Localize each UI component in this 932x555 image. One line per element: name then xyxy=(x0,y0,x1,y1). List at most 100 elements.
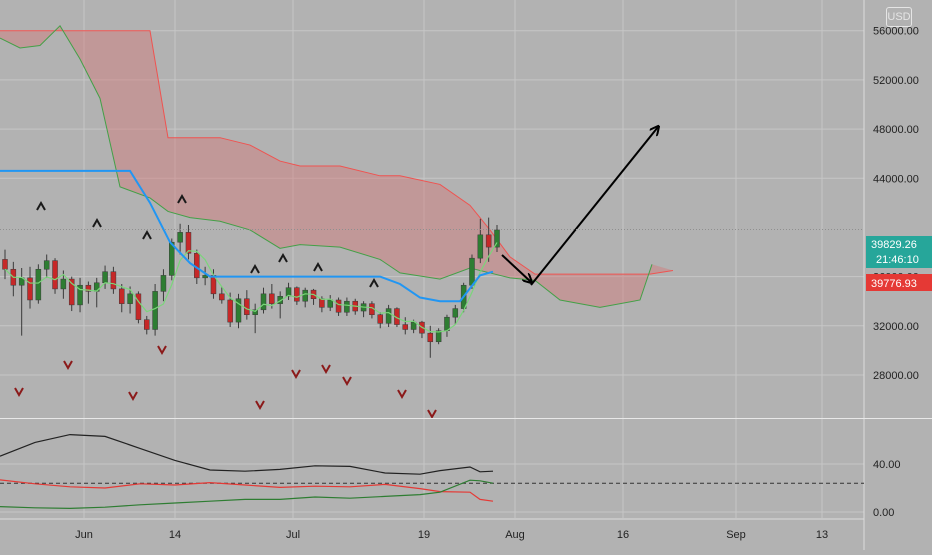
candle-body[interactable] xyxy=(144,319,150,330)
candle-body[interactable] xyxy=(68,278,75,306)
candle-body[interactable] xyxy=(377,314,384,324)
candle[interactable] xyxy=(494,224,500,253)
sell-signal-icon xyxy=(157,345,167,356)
candle[interactable] xyxy=(402,317,409,335)
candle[interactable] xyxy=(269,283,275,309)
candle[interactable] xyxy=(385,304,392,328)
candle-body[interactable] xyxy=(202,275,208,279)
candle-body[interactable] xyxy=(344,300,350,313)
candle[interactable] xyxy=(485,217,492,262)
lower-indicator-line xyxy=(0,479,494,502)
candle[interactable] xyxy=(127,286,133,314)
sell-signal-icon xyxy=(63,360,73,371)
candle-body[interactable] xyxy=(252,309,258,315)
candle[interactable] xyxy=(43,254,50,278)
buy-signal-icon xyxy=(92,217,102,228)
candle-body[interactable] xyxy=(43,260,50,270)
candle-body[interactable] xyxy=(285,287,292,297)
candle-body[interactable] xyxy=(118,288,125,304)
candle[interactable] xyxy=(202,266,208,286)
candle[interactable] xyxy=(110,266,117,294)
candle[interactable] xyxy=(185,224,192,260)
candle-body[interactable] xyxy=(127,293,133,304)
candle[interactable] xyxy=(435,328,442,345)
candle-body[interactable] xyxy=(260,293,267,311)
candle[interactable] xyxy=(52,258,58,294)
candle-body[interactable] xyxy=(385,308,392,324)
projection-arrow-up[interactable] xyxy=(530,127,658,286)
candle-body[interactable] xyxy=(152,291,158,330)
candle-body[interactable] xyxy=(135,293,142,320)
lower-indicator-pane xyxy=(0,433,864,510)
candle-body[interactable] xyxy=(60,278,67,290)
candle-body[interactable] xyxy=(160,275,167,292)
candle-body[interactable] xyxy=(227,299,233,323)
candle-body[interactable] xyxy=(335,299,342,313)
candle-body[interactable] xyxy=(410,321,417,330)
candle[interactable] xyxy=(260,287,267,314)
candle-body[interactable] xyxy=(269,293,275,304)
candle-body[interactable] xyxy=(477,234,484,259)
candle-body[interactable] xyxy=(485,234,492,248)
candle-body[interactable] xyxy=(302,289,308,302)
candles[interactable] xyxy=(2,217,500,358)
candle-body[interactable] xyxy=(294,287,300,302)
candle[interactable] xyxy=(160,269,167,302)
candle[interactable] xyxy=(135,291,142,324)
candle[interactable] xyxy=(477,218,484,264)
candle-body[interactable] xyxy=(52,260,58,290)
candle-body[interactable] xyxy=(110,271,117,290)
projection-arrows[interactable] xyxy=(501,127,658,286)
candle-body[interactable] xyxy=(102,271,108,284)
currency-button[interactable]: USD xyxy=(886,7,912,27)
projection-arrow-down[interactable] xyxy=(501,254,531,282)
candle-body[interactable] xyxy=(2,259,8,270)
candle[interactable] xyxy=(285,282,292,300)
candle[interactable] xyxy=(277,291,283,319)
candle-body[interactable] xyxy=(277,296,283,304)
candle-body[interactable] xyxy=(427,332,434,343)
candle-body[interactable] xyxy=(452,308,459,318)
candle-body[interactable] xyxy=(494,229,500,248)
candle-body[interactable] xyxy=(77,284,83,306)
x-tick-label: 13 xyxy=(816,529,828,541)
candle-body[interactable] xyxy=(235,298,242,323)
candle-body[interactable] xyxy=(244,298,250,315)
candle-body[interactable] xyxy=(435,330,442,343)
countdown-text: 21:46:10 xyxy=(876,254,919,266)
candle-body[interactable] xyxy=(27,277,33,301)
candle[interactable] xyxy=(144,315,150,335)
candle-body[interactable] xyxy=(169,241,175,276)
candle-body[interactable] xyxy=(402,324,409,330)
candle-body[interactable] xyxy=(319,298,325,308)
candle[interactable] xyxy=(344,297,350,316)
candle[interactable] xyxy=(68,276,75,312)
candle-body[interactable] xyxy=(185,232,192,254)
candle[interactable] xyxy=(327,295,333,312)
candle[interactable] xyxy=(118,283,125,313)
candle-body[interactable] xyxy=(469,257,475,286)
candle[interactable] xyxy=(177,223,183,255)
candle[interactable] xyxy=(85,281,92,304)
candle[interactable] xyxy=(27,266,33,309)
candle[interactable] xyxy=(77,277,83,313)
candle-body[interactable] xyxy=(35,268,42,301)
candle[interactable] xyxy=(377,312,384,329)
candle[interactable] xyxy=(35,264,42,304)
candle-body[interactable] xyxy=(177,232,183,243)
candle[interactable] xyxy=(452,304,459,325)
candle[interactable] xyxy=(294,286,300,305)
candle[interactable] xyxy=(252,303,258,334)
candle[interactable] xyxy=(219,286,225,304)
y-tick-label: 44000.00 xyxy=(873,173,919,185)
candle[interactable] xyxy=(152,283,158,336)
candle[interactable] xyxy=(235,293,242,329)
candle-body[interactable] xyxy=(219,293,225,301)
candle-body[interactable] xyxy=(327,299,333,308)
candle[interactable] xyxy=(335,297,342,316)
buy-signal-icon xyxy=(313,261,323,272)
candle[interactable] xyxy=(302,287,308,308)
candle-body[interactable] xyxy=(85,284,92,292)
